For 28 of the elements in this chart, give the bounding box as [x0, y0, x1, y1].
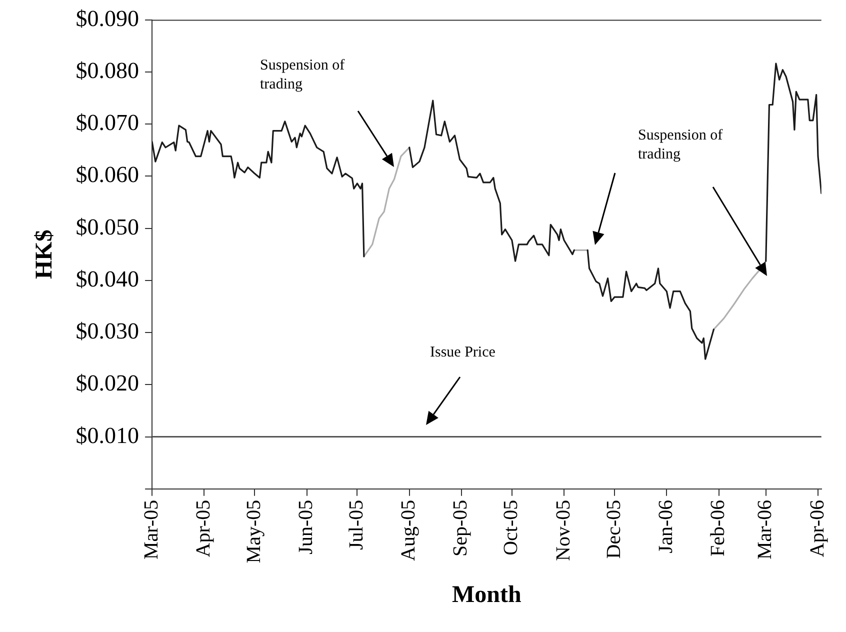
- x-tick-label: May-05: [242, 500, 265, 564]
- x-tick-label: Nov-05: [552, 500, 574, 561]
- y-tick-label: $0.010: [76, 422, 140, 448]
- x-tick-label: Aug-05: [398, 500, 420, 561]
- x-tick-label: Mar-06: [754, 500, 776, 560]
- y-tick-label: $0.060: [76, 162, 140, 188]
- x-tick-label: Jun-05: [295, 500, 318, 554]
- y-tick-label: $0.080: [76, 58, 140, 83]
- y-tick-label: $0.020: [76, 370, 140, 396]
- y-tick-label: $0.050: [76, 214, 140, 240]
- x-tick-label: Sep-05: [450, 500, 472, 557]
- annotation: Issue Price: [430, 344, 496, 360]
- x-tick-label: Mar-05: [140, 500, 162, 560]
- x-tick-label: Apr-06: [806, 500, 828, 558]
- y-tick-label: $0.090: [76, 6, 140, 31]
- y-tick-label: $0.030: [76, 318, 140, 344]
- x-tick-label: Apr-05: [192, 500, 214, 558]
- y-axis-title: HK$: [32, 230, 58, 280]
- x-tick-label: Dec-05: [602, 500, 625, 559]
- x-axis-title: Month: [452, 582, 522, 608]
- x-tick-label: Jul-05: [345, 500, 368, 550]
- annotation: Suspension of trading: [638, 127, 723, 162]
- y-tick-label: $0.070: [76, 110, 140, 136]
- x-tick-label: Jan-06: [654, 500, 677, 554]
- x-tick-label: Feb-06: [707, 500, 730, 557]
- y-tick-label: $0.040: [76, 266, 140, 292]
- x-tick-label: Oct-05: [500, 500, 522, 556]
- annotation: Suspension of trading: [260, 57, 345, 92]
